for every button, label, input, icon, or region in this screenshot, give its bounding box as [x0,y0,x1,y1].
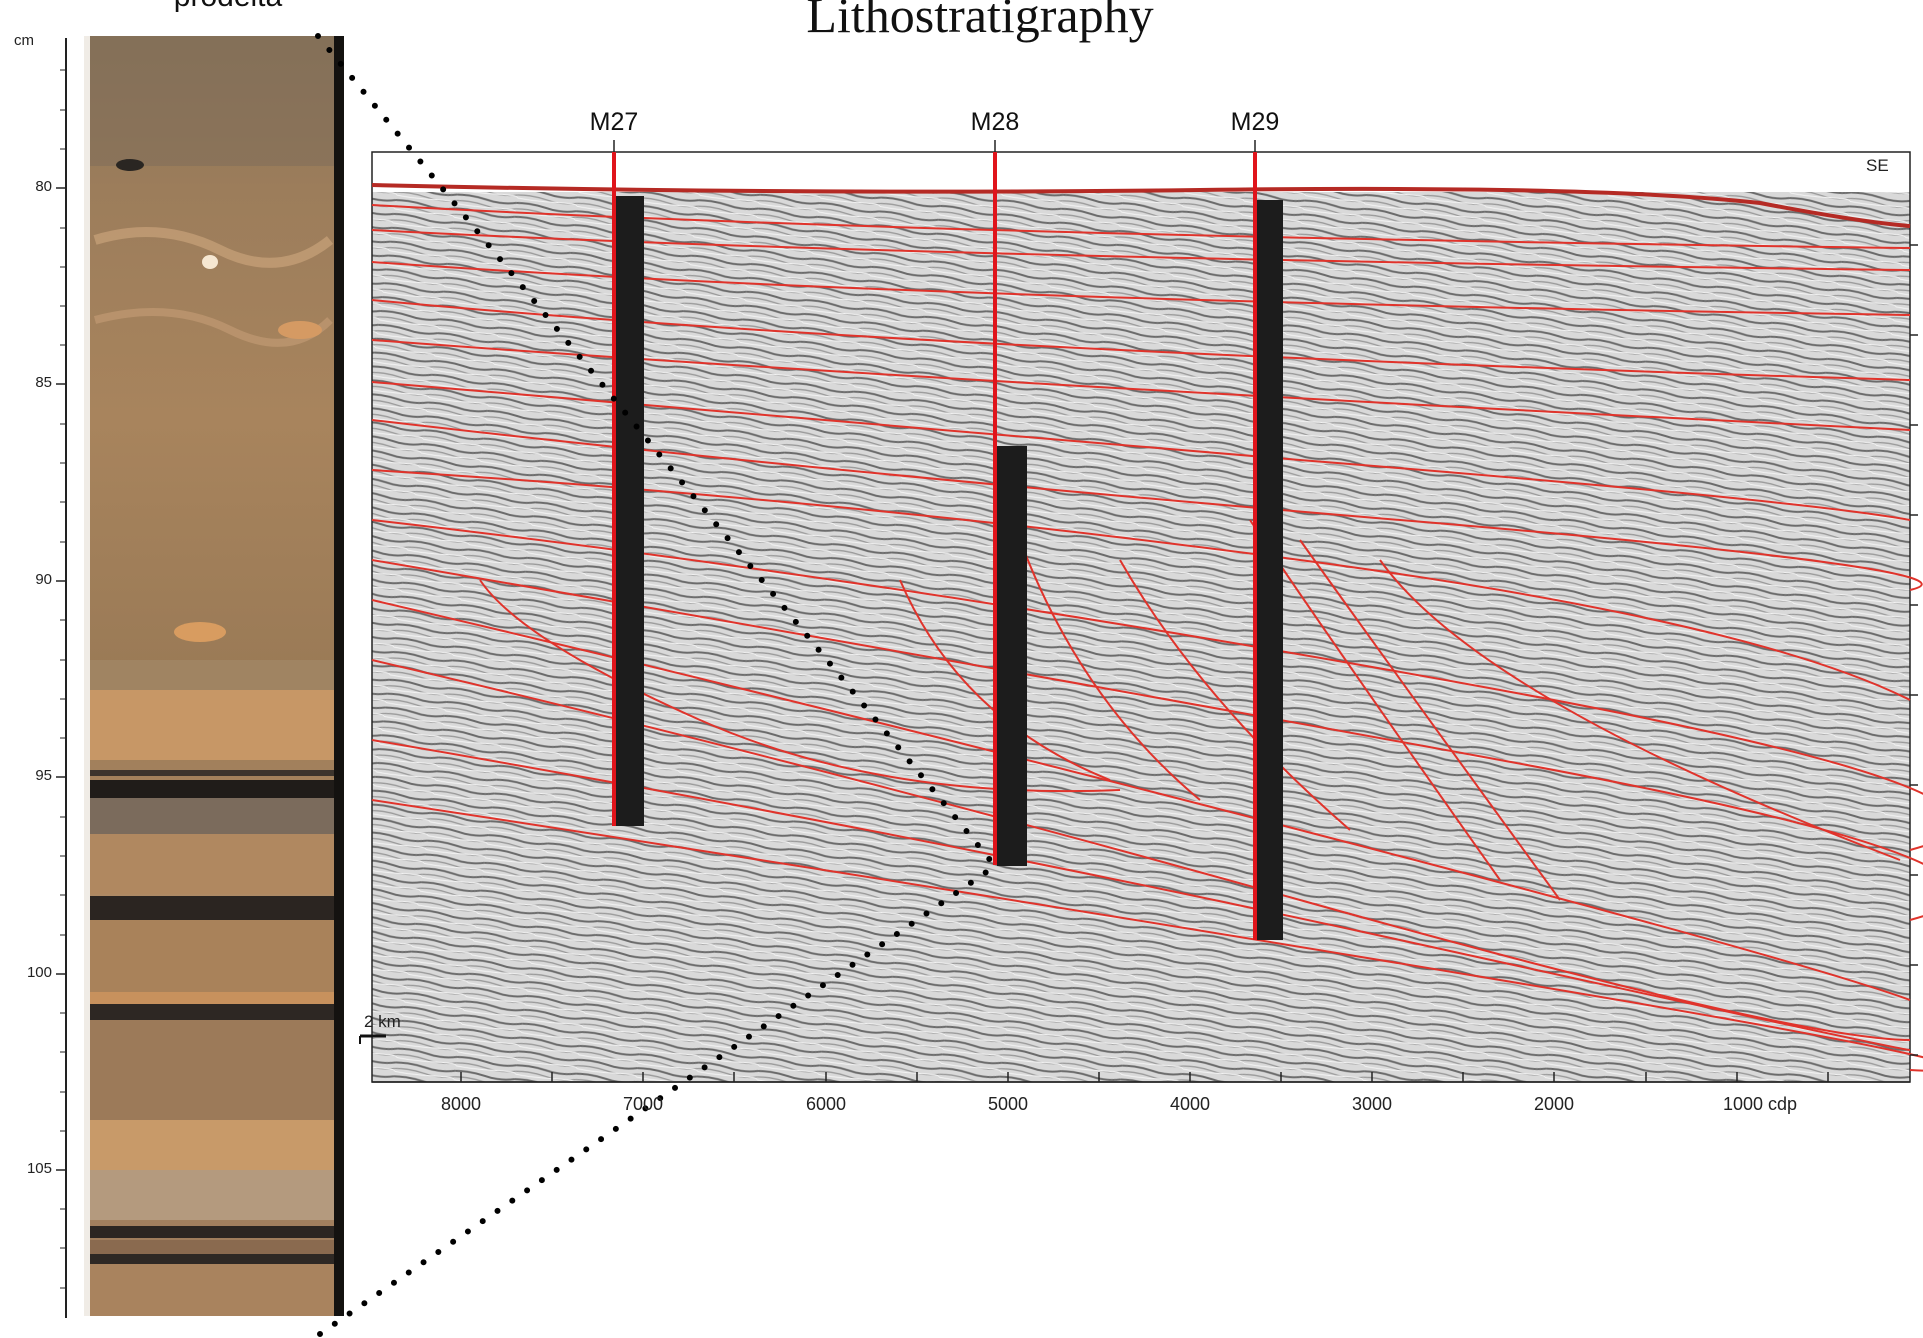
cdp-tick-label: 5000 [987,1094,1029,1114]
sediment-core-image [84,36,344,1316]
depth-tick-label: 100 [26,964,52,981]
depth-tick-label: 80 [35,178,52,195]
cdp-axis [372,244,1918,1083]
well-label-m27: M27 [589,108,639,136]
page-title: Lithostratigraphy [806,0,1154,43]
cdp-tick-label: 1000 cdp [1722,1094,1798,1114]
scale-bar [359,1034,386,1044]
depth-tick-label: 105 [26,1160,52,1177]
depth-tick-label: 90 [35,571,52,588]
direction-label: SE [1866,156,1889,175]
well-logs [612,140,1283,940]
cdp-tick-label: 2000 [1533,1094,1575,1114]
cdp-tick-label: 3000 [1351,1094,1393,1114]
zoom-connector-lines [315,33,998,1337]
cdp-tick-label: 6000 [805,1094,847,1114]
cdp-tick-label: 4000 [1169,1094,1211,1114]
cdp-tick-label: 7000 [622,1094,664,1114]
depth-tick-label: 95 [35,767,52,784]
well-label-m29: M29 [1230,108,1280,136]
depth-tick-label: 85 [35,374,52,391]
seismic-section [371,151,1911,1083]
scale-bar-label: 2 km [364,1012,401,1031]
well-label-m28: M28 [970,108,1020,136]
depth-unit-label: cm [14,32,34,49]
core-facies-label: prodelta [118,0,338,14]
depth-axis [56,38,67,1318]
cdp-tick-label: 8000 [440,1094,482,1114]
